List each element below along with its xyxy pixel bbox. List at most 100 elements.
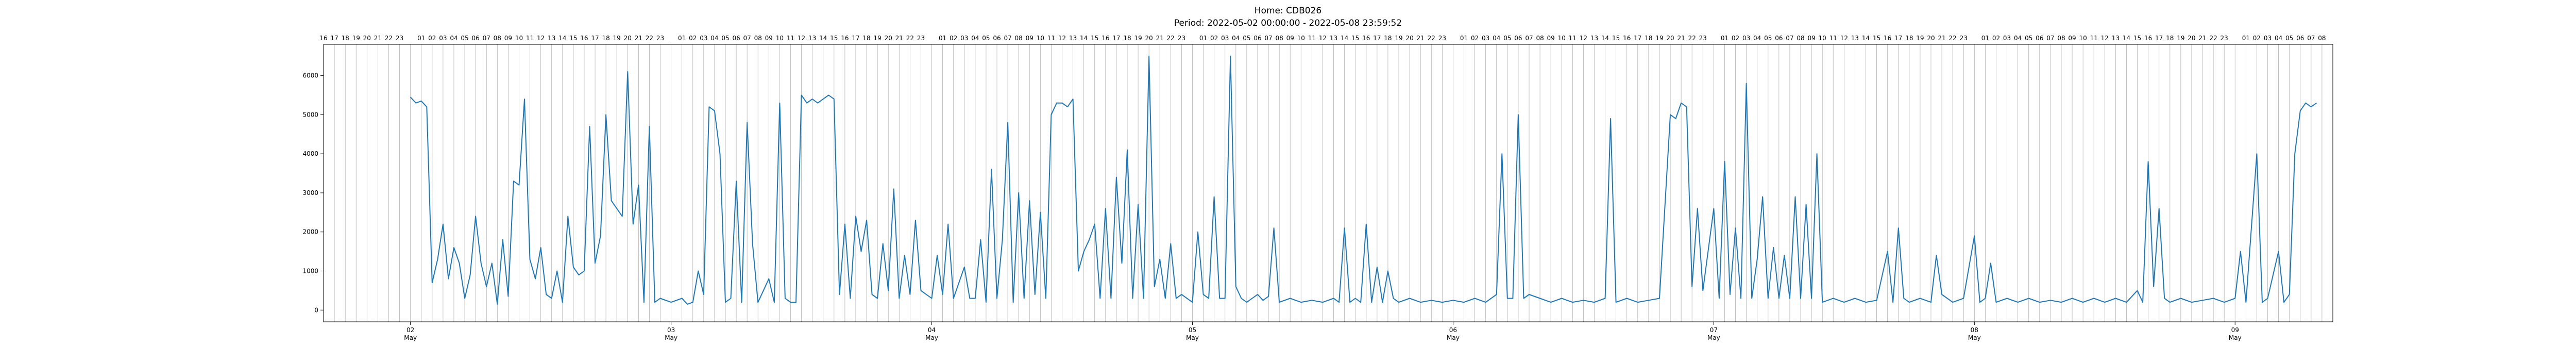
hour-label: 01 <box>1981 35 1989 42</box>
hour-label: 13 <box>1069 35 1077 42</box>
hour-label: 11 <box>1308 35 1316 42</box>
series-line <box>410 55 2317 305</box>
hour-label: 01 <box>678 35 686 42</box>
hour-label: 01 <box>1199 35 1207 42</box>
top-hour-labels: 16 17 18 19 20 21 22 23 01 02 03 04 05 06 07 08 09 10 11 12… <box>319 35 2326 42</box>
hour-label: 02 <box>1471 35 1479 42</box>
hour-label: 20 <box>363 35 371 42</box>
y-tick-label: 2000 <box>302 228 318 236</box>
hour-label: 02 <box>428 35 436 42</box>
hour-label: 18 <box>1123 35 1131 42</box>
hour-label: 03 <box>1221 35 1229 42</box>
hour-label: 04 <box>971 35 979 42</box>
hour-label: 22 <box>1428 35 1435 42</box>
hour-label: 05 <box>1503 35 1511 42</box>
hour-label: 03 <box>1482 35 1489 42</box>
x-tick-label-month: May <box>1968 334 1981 341</box>
hour-label: 22 <box>906 35 914 42</box>
hour-label: 15 <box>1091 35 1098 42</box>
hour-label: 20 <box>885 35 892 42</box>
x-tick-label-day: 09 <box>2231 326 2239 334</box>
hour-label: 08 <box>1015 35 1023 42</box>
hour-label: 11 <box>526 35 534 42</box>
hour-label: 05 <box>1764 35 1772 42</box>
hour-label: 19 <box>352 35 360 42</box>
hour-label: 19 <box>1655 35 1663 42</box>
hour-label: 19 <box>1916 35 1924 42</box>
hour-label: 05 <box>2025 35 2032 42</box>
hour-label: 16 <box>1101 35 1109 42</box>
hour-label: 15 <box>830 35 838 42</box>
hour-label: 09 <box>765 35 773 42</box>
hour-label: 21 <box>1156 35 1164 42</box>
hour-label: 12 <box>798 35 805 42</box>
hour-label: 17 <box>2155 35 2163 42</box>
hour-label: 23 <box>917 35 925 42</box>
hour-label: 04 <box>710 35 718 42</box>
hour-label: 22 <box>646 35 653 42</box>
hour-label: 21 <box>1938 35 1945 42</box>
x-tick-label-month: May <box>925 334 938 341</box>
hour-label: 04 <box>1493 35 1500 42</box>
hour-label: 12 <box>537 35 545 42</box>
hour-label: 08 <box>1797 35 1804 42</box>
hour-label: 17 <box>330 35 338 42</box>
hour-label: 03 <box>700 35 707 42</box>
hour-label: 15 <box>2133 35 2141 42</box>
hour-label: 09 <box>1026 35 1033 42</box>
hour-label: 07 <box>2307 35 2315 42</box>
hour-label: 03 <box>960 35 968 42</box>
hour-label: 08 <box>2057 35 2065 42</box>
hour-label: 21 <box>1677 35 1685 42</box>
hour-label: 09 <box>1547 35 1555 42</box>
hour-label: 07 <box>2046 35 2054 42</box>
hour-label: 23 <box>1178 35 1185 42</box>
x-tick-label-day: 03 <box>667 326 675 334</box>
hour-label: 14 <box>1601 35 1609 42</box>
hour-label: 22 <box>1688 35 1696 42</box>
hour-label: 20 <box>2188 35 2195 42</box>
hour-label: 05 <box>1243 35 1250 42</box>
hour-label: 05 <box>721 35 729 42</box>
hour-label: 11 <box>1569 35 1577 42</box>
x-tick-label-month: May <box>2229 334 2242 341</box>
hour-label: 10 <box>776 35 784 42</box>
hour-label: 20 <box>624 35 632 42</box>
hour-label: 03 <box>1742 35 1750 42</box>
hour-label: 23 <box>396 35 403 42</box>
hour-gridlines <box>323 44 2333 322</box>
hour-label: 17 <box>1894 35 1902 42</box>
hour-label: 17 <box>852 35 859 42</box>
hour-label: 08 <box>1275 35 1283 42</box>
hour-label: 23 <box>2221 35 2228 42</box>
hour-label: 05 <box>982 35 990 42</box>
y-tick-label: 6000 <box>302 72 318 79</box>
hour-label: 19 <box>1134 35 1142 42</box>
x-tick-label-month: May <box>1707 334 1720 341</box>
hour-label: 08 <box>494 35 501 42</box>
plot-frame <box>323 44 2333 322</box>
hour-label: 23 <box>1438 35 1446 42</box>
x-tick-label-day: 06 <box>1449 326 1457 334</box>
hour-label: 02 <box>2253 35 2261 42</box>
x-tick-label-month: May <box>665 334 677 341</box>
x-tick-label-day: 08 <box>1971 326 1978 334</box>
hour-label: 02 <box>689 35 697 42</box>
hour-label: 07 <box>483 35 490 42</box>
hour-label: 17 <box>1373 35 1381 42</box>
hour-label: 19 <box>613 35 621 42</box>
y-tick-label: 1000 <box>302 267 318 274</box>
hour-label: 22 <box>1949 35 1957 42</box>
hour-label: 21 <box>895 35 903 42</box>
hour-label: 21 <box>1417 35 1425 42</box>
hour-label: 17 <box>1634 35 1641 42</box>
hour-label: 03 <box>2264 35 2272 42</box>
hour-label: 06 <box>471 35 479 42</box>
hour-label: 04 <box>450 35 457 42</box>
hour-label: 03 <box>439 35 447 42</box>
hour-label: 09 <box>1807 35 1815 42</box>
hour-label: 19 <box>873 35 881 42</box>
y-tick-label: 5000 <box>302 111 318 118</box>
